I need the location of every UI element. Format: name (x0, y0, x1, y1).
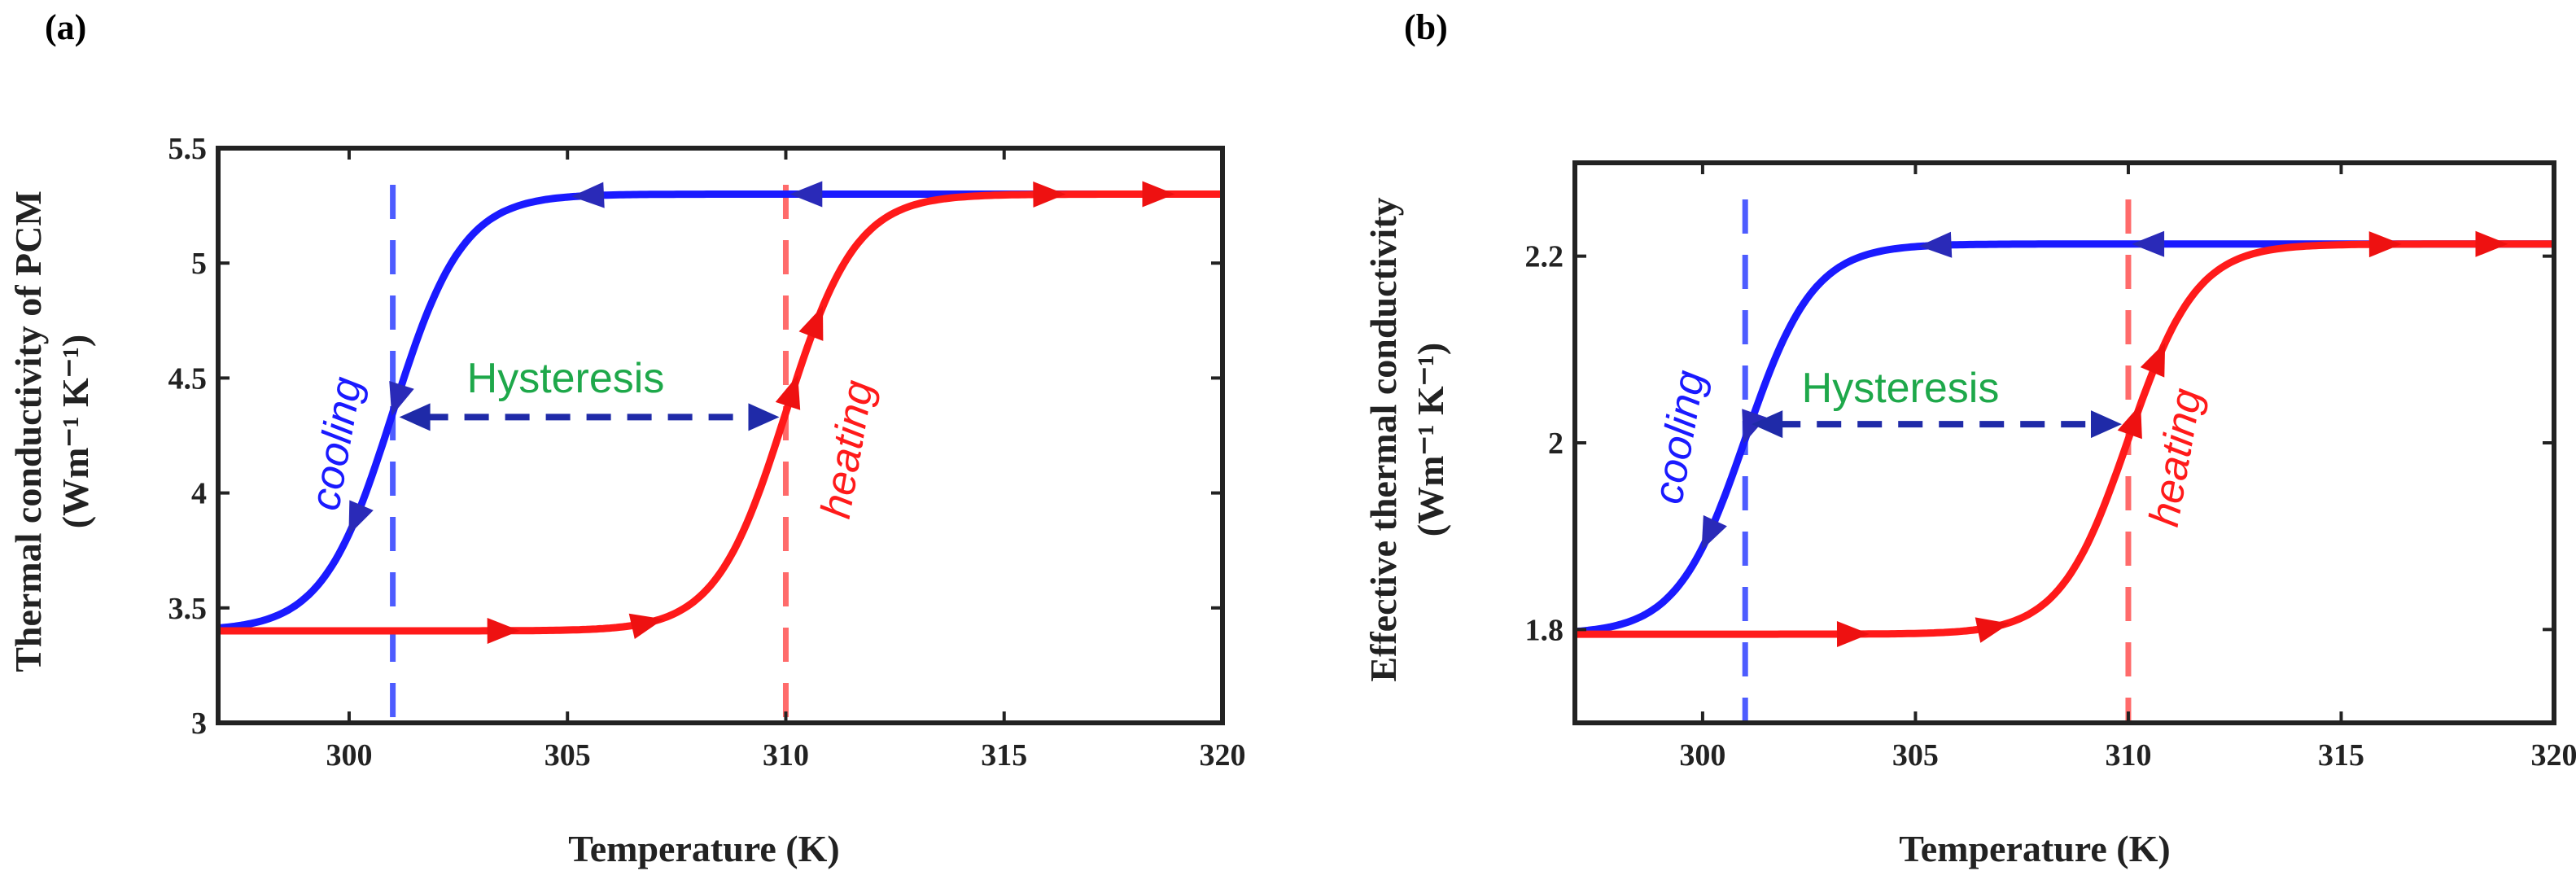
panel-a-hysteresis-arrowhead-left (399, 403, 431, 431)
panel-b-xtick-label-0: 300 (1679, 738, 1725, 773)
panel-a-ytick-label-0: 3 (191, 707, 207, 741)
panel-a-ytick-label-5: 5.5 (168, 132, 208, 166)
panel-b-xtick-label-2: 310 (2105, 738, 2151, 773)
panel-b-heating-label: heating (2141, 385, 2211, 530)
panel-a-heating-arrow-4 (1033, 181, 1066, 208)
panel-a-y-axis-label-line2: (Wm⁻¹ K⁻¹) (55, 335, 96, 528)
panel-a-heating-arrow-2 (775, 374, 801, 410)
panel-b-label: (b) (1404, 7, 1448, 47)
panel-a-xtick-label-4: 320 (1200, 738, 1246, 773)
panel-a-cooling-arrow-2 (571, 182, 605, 208)
panel-a-ytick-label-3: 4.5 (168, 361, 208, 396)
panel-a-heating-arrow-3 (798, 305, 824, 341)
panel-b-y-axis-label-line1: Effective thermal conductivity (1362, 197, 1404, 681)
panel-b-series-cooling (1574, 240, 2554, 636)
panel-a-series-cooling (217, 190, 1222, 632)
panel-b-xtick-label-4: 320 (2531, 738, 2576, 773)
panel-a-ytick-label-4: 5 (191, 247, 207, 281)
panel-a: (a) 300 305 310 315 320 3 3.5 4 4.5 5 5.5 Temperat… (7, 7, 1246, 869)
panel-b-cooling-arrow-1 (1742, 409, 1767, 444)
panel-a-y-axis-label-line1: Thermal conductivity of PCM (7, 190, 49, 672)
panel-a-x-axis-label: Temperature (K) (568, 828, 839, 869)
panel-a-axes-frame (216, 146, 1225, 725)
panel-b-ytick-label-0: 1.8 (1525, 613, 1564, 647)
panel-a-heating-arrow-0 (487, 617, 520, 644)
panel-b-heating-arrow-0 (1836, 620, 1870, 647)
panel-b-cooling-arrow-3 (2132, 230, 2165, 257)
panel-b-xtick-label-3: 315 (2318, 738, 2364, 773)
panel-a-heating-label: heating (812, 377, 883, 522)
panel-a-heating-arrow-1 (628, 613, 664, 639)
panel-b-heating-arrow-5 (2475, 230, 2508, 257)
panel-a-heating-arrow-5 (1142, 181, 1175, 208)
panel-b-ytick-label-1: 2 (1548, 427, 1564, 461)
panel-b-hysteresis-arrowhead-left (1752, 410, 1783, 439)
panel-b-heating-arrow-4 (2368, 231, 2402, 258)
panel-a-xtick-label-0: 300 (326, 738, 372, 773)
panel-a-ytick-label-2: 4 (191, 477, 207, 511)
panel-b-hysteresis-label: Hysteresis (1802, 365, 2000, 412)
panel-b-cooling-arrow-2 (1918, 231, 1953, 258)
panel-b-hysteresis-arrowhead-right (2090, 410, 2122, 439)
panel-a-cooling-arrow-3 (789, 181, 823, 208)
panel-a-ytick-label-1: 3.5 (168, 592, 208, 626)
panel-a-plot-area: 300 305 310 315 320 3 3.5 4 4.5 5 5.5 (168, 132, 1246, 773)
panel-a-xtick-label-3: 315 (981, 738, 1027, 773)
panel-b-heating-arrow-1 (1975, 617, 2010, 643)
panel-b-heating-arrow-2 (2117, 404, 2142, 440)
panel-a-xtick-label-2: 310 (763, 738, 809, 773)
panel-a-cooling-label: cooling (301, 374, 371, 514)
panel-b-cooling-label: cooling (1644, 367, 1714, 507)
panel-b-plot-area: 300 305 310 315 320 1.8 2 2.2 (1525, 160, 2576, 773)
panel-a-xtick-label-1: 305 (545, 738, 591, 773)
panel-a-hysteresis-label: Hysteresis (467, 355, 665, 402)
panel-b-x-axis-label: Temperature (K) (1899, 828, 2170, 869)
panel-a-hysteresis-arrowhead-right (748, 403, 780, 431)
panel-a-cooling-arrow-0 (348, 500, 374, 536)
panel-b-heating-arrow-3 (2140, 342, 2166, 378)
panel-a-cooling-arrow-1 (389, 380, 414, 416)
panel-b-ytick-label-2: 2.2 (1525, 240, 1564, 274)
panel-b-xtick-label-1: 305 (1892, 738, 1939, 773)
panel-b: (b) 300 305 310 315 320 1.8 2 2.2 Temperature (… (1362, 7, 2576, 869)
panel-b-y-axis-label-line2: (Wm⁻¹ K⁻¹) (1410, 343, 1451, 536)
panel-a-label: (a) (45, 7, 86, 47)
panel-b-series-heating (1575, 240, 2554, 638)
panel-b-cooling-arrow-0 (1701, 514, 1727, 550)
panel-a-series-heating (218, 190, 1222, 635)
